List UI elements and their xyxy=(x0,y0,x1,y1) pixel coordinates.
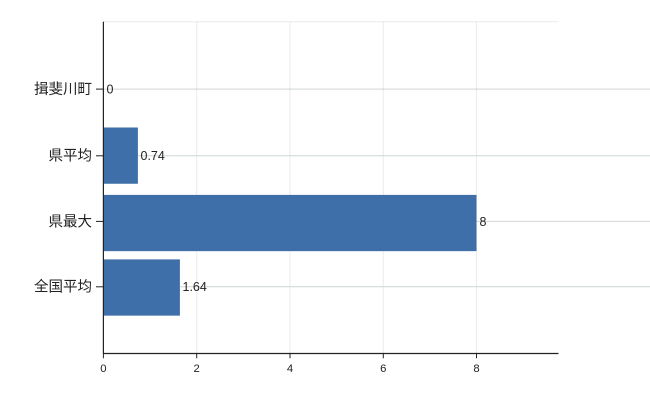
svg-text:0: 0 xyxy=(100,363,106,375)
svg-text:県平均: 県平均 xyxy=(49,148,93,165)
svg-text:全国平均: 全国平均 xyxy=(34,278,92,296)
svg-text:1.64: 1.64 xyxy=(183,280,207,294)
svg-text:6: 6 xyxy=(380,363,386,375)
svg-text:揖斐川町: 揖斐川町 xyxy=(34,81,92,98)
svg-text:8: 8 xyxy=(480,215,487,229)
svg-text:県最大: 県最大 xyxy=(49,213,93,230)
svg-text:2: 2 xyxy=(194,363,200,375)
svg-text:4: 4 xyxy=(287,363,293,375)
svg-text:8: 8 xyxy=(473,363,479,375)
svg-text:0.74: 0.74 xyxy=(141,149,165,163)
svg-text:0: 0 xyxy=(107,83,114,97)
